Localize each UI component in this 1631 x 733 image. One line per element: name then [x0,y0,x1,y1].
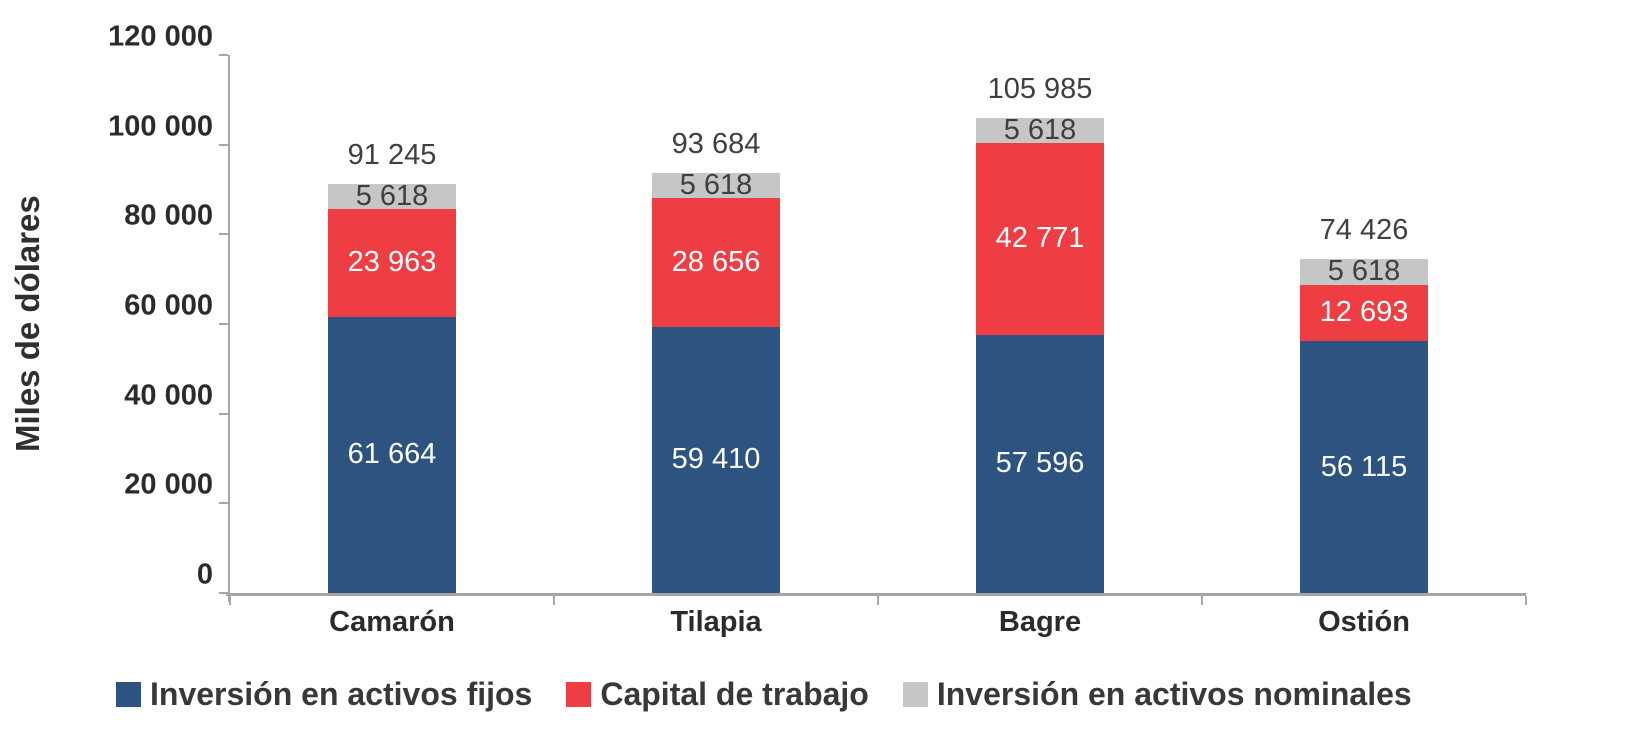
plot-area: 0 20 000 40 000 60 000 80 000 100 000 120 000 … [108,21,1527,638]
segment-value-label: 12 693 [1319,296,1409,329]
y-tick-label: 80 000 [124,199,213,232]
segment-value-label: 23 963 [347,246,437,279]
legend-label: Inversión en activos fijos [150,675,533,712]
y-tick-label: 100 000 [108,110,213,143]
category-label-bagre: Bagre [998,606,1082,638]
segment-value-label: 42 771 [995,222,1085,255]
x-axis-line [226,593,1526,596]
y-tick-mark [219,233,228,236]
total-value-label: 74 426 [1319,214,1409,247]
bar-segment: 23 963 [328,209,456,317]
y-tick-label: 60 000 [124,289,213,322]
legend: Inversión en activos fijos Capital de tra… [116,672,1623,716]
legend-swatch [566,681,592,707]
segment-value-label: 59 410 [671,443,761,476]
x-tick-mark [553,596,555,605]
y-tick-mark [219,143,228,146]
bar-segment: 61 664 [328,316,456,593]
bar-segment: 5 618 [328,180,456,213]
bar-segment: 59 410 [652,326,780,593]
y-tick-label: 20 000 [124,468,213,501]
x-tick-mark [877,596,879,605]
bar-segment: 28 656 [652,198,780,327]
legend-item: Inversión en activos nominales [902,675,1412,713]
legend-swatch [902,681,928,707]
legend-item: Capital de trabajo [566,676,869,713]
category-label-ostión: Ostión [1318,606,1410,638]
total-value-label: 91 245 [347,138,437,171]
segment-value-label: 5 618 [355,180,429,213]
bar-segment: 56 115 [1300,341,1428,593]
y-tick-mark [219,412,228,415]
segment-value-label: 56 115 [1320,450,1408,483]
bar-segment: 5 618 [976,113,1104,146]
segment-value-label: 28 656 [671,245,761,278]
y-tick-label: 120 000 [108,20,213,53]
y-tick-mark [219,323,228,325]
total-value-label: 93 684 [671,127,761,160]
category-label-camarón: Camarón [329,606,455,638]
x-tick-mark [1201,596,1203,605]
segment-value-label: 57 596 [995,447,1085,480]
legend-item: Inversión en activos fijos [116,676,532,713]
segment-value-label: 61 664 [347,438,437,471]
legend-label: Inversión en activos nominales [936,675,1412,712]
total-value-label: 105 985 [987,72,1093,105]
y-axis-title: Miles de dólares [9,195,46,453]
bar-segment: 5 618 [1300,255,1428,288]
x-tick-mark [1525,596,1527,605]
legend-label: Capital de trabajo [600,675,869,712]
bar-segment: 12 693 [1300,284,1428,342]
segment-value-label: 5 618 [679,169,753,202]
bar-segment: 42 771 [976,143,1104,335]
category-label-tilapia: Tilapia [670,606,762,638]
legend-swatch [116,681,141,707]
segment-value-label: 5 618 [1327,255,1401,288]
segment-value-label: 5 618 [1003,113,1077,146]
y-tick-mark [219,592,228,594]
y-tick-mark [219,54,228,56]
y-tick-label: 40 000 [124,379,213,412]
bar-segment: 5 618 [652,169,780,202]
y-axis-line [228,55,230,602]
y-tick-mark [219,502,228,505]
bar-segment: 57 596 [976,334,1104,593]
x-tick-mark [229,596,231,605]
y-tick-label: 0 [196,558,213,591]
